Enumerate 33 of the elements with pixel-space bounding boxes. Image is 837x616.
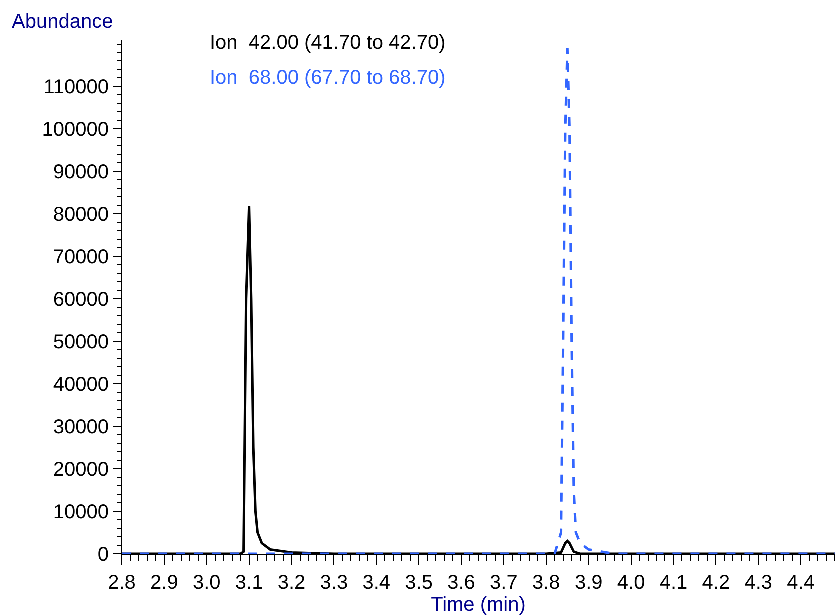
y-tick-label: 30000 (53, 416, 109, 439)
x-tick-label: 2.8 (108, 572, 136, 594)
x-tick-label: 3.9 (574, 572, 603, 594)
x-tick-label: 3.8 (532, 572, 560, 594)
x-tick-label: 4.2 (702, 572, 730, 594)
x-tick-label: 2.9 (150, 572, 178, 594)
x-tick-label: 3.7 (490, 572, 518, 594)
x-tick-label: 3.6 (448, 572, 476, 594)
x-tick-label: 3.4 (362, 572, 391, 594)
x-axis-title: Time (min) (431, 594, 526, 616)
y-tick-label: 40000 (53, 374, 109, 396)
y-tick-label: 70000 (53, 246, 109, 269)
x-tick-label: 3.1 (235, 572, 264, 594)
y-tick-label: 90000 (53, 162, 109, 184)
y-tick-label: 110000 (44, 76, 109, 99)
x-tick-label: 4.0 (617, 572, 646, 594)
text: Ion 42.00 (41.70 to 42.70) (210, 32, 446, 54)
y-tick-label: 60000 (53, 289, 109, 312)
text: Ion 68.00 (67.70 to 68.70) (210, 67, 446, 89)
x-tick-label: 3.3 (320, 572, 348, 594)
x-tick-label: 3.2 (278, 572, 306, 594)
y-axis-title: Abundance (12, 11, 114, 33)
x-tick-label: 4.1 (660, 572, 688, 594)
y-tick-label: 100000 (42, 119, 109, 142)
y-tick-label: 80000 (53, 204, 109, 226)
x-tick-label: 3.5 (405, 572, 433, 594)
y-tick-label: 20000 (53, 459, 109, 482)
y-tick-label: 10000 (53, 502, 109, 524)
x-tick-label: 4.4 (787, 572, 815, 594)
x-tick-label: 3.0 (192, 572, 221, 594)
y-tick-label: 50000 (53, 332, 109, 354)
y-tick-label: 0 (98, 544, 109, 566)
x-tick-label: 4.3 (744, 572, 773, 594)
